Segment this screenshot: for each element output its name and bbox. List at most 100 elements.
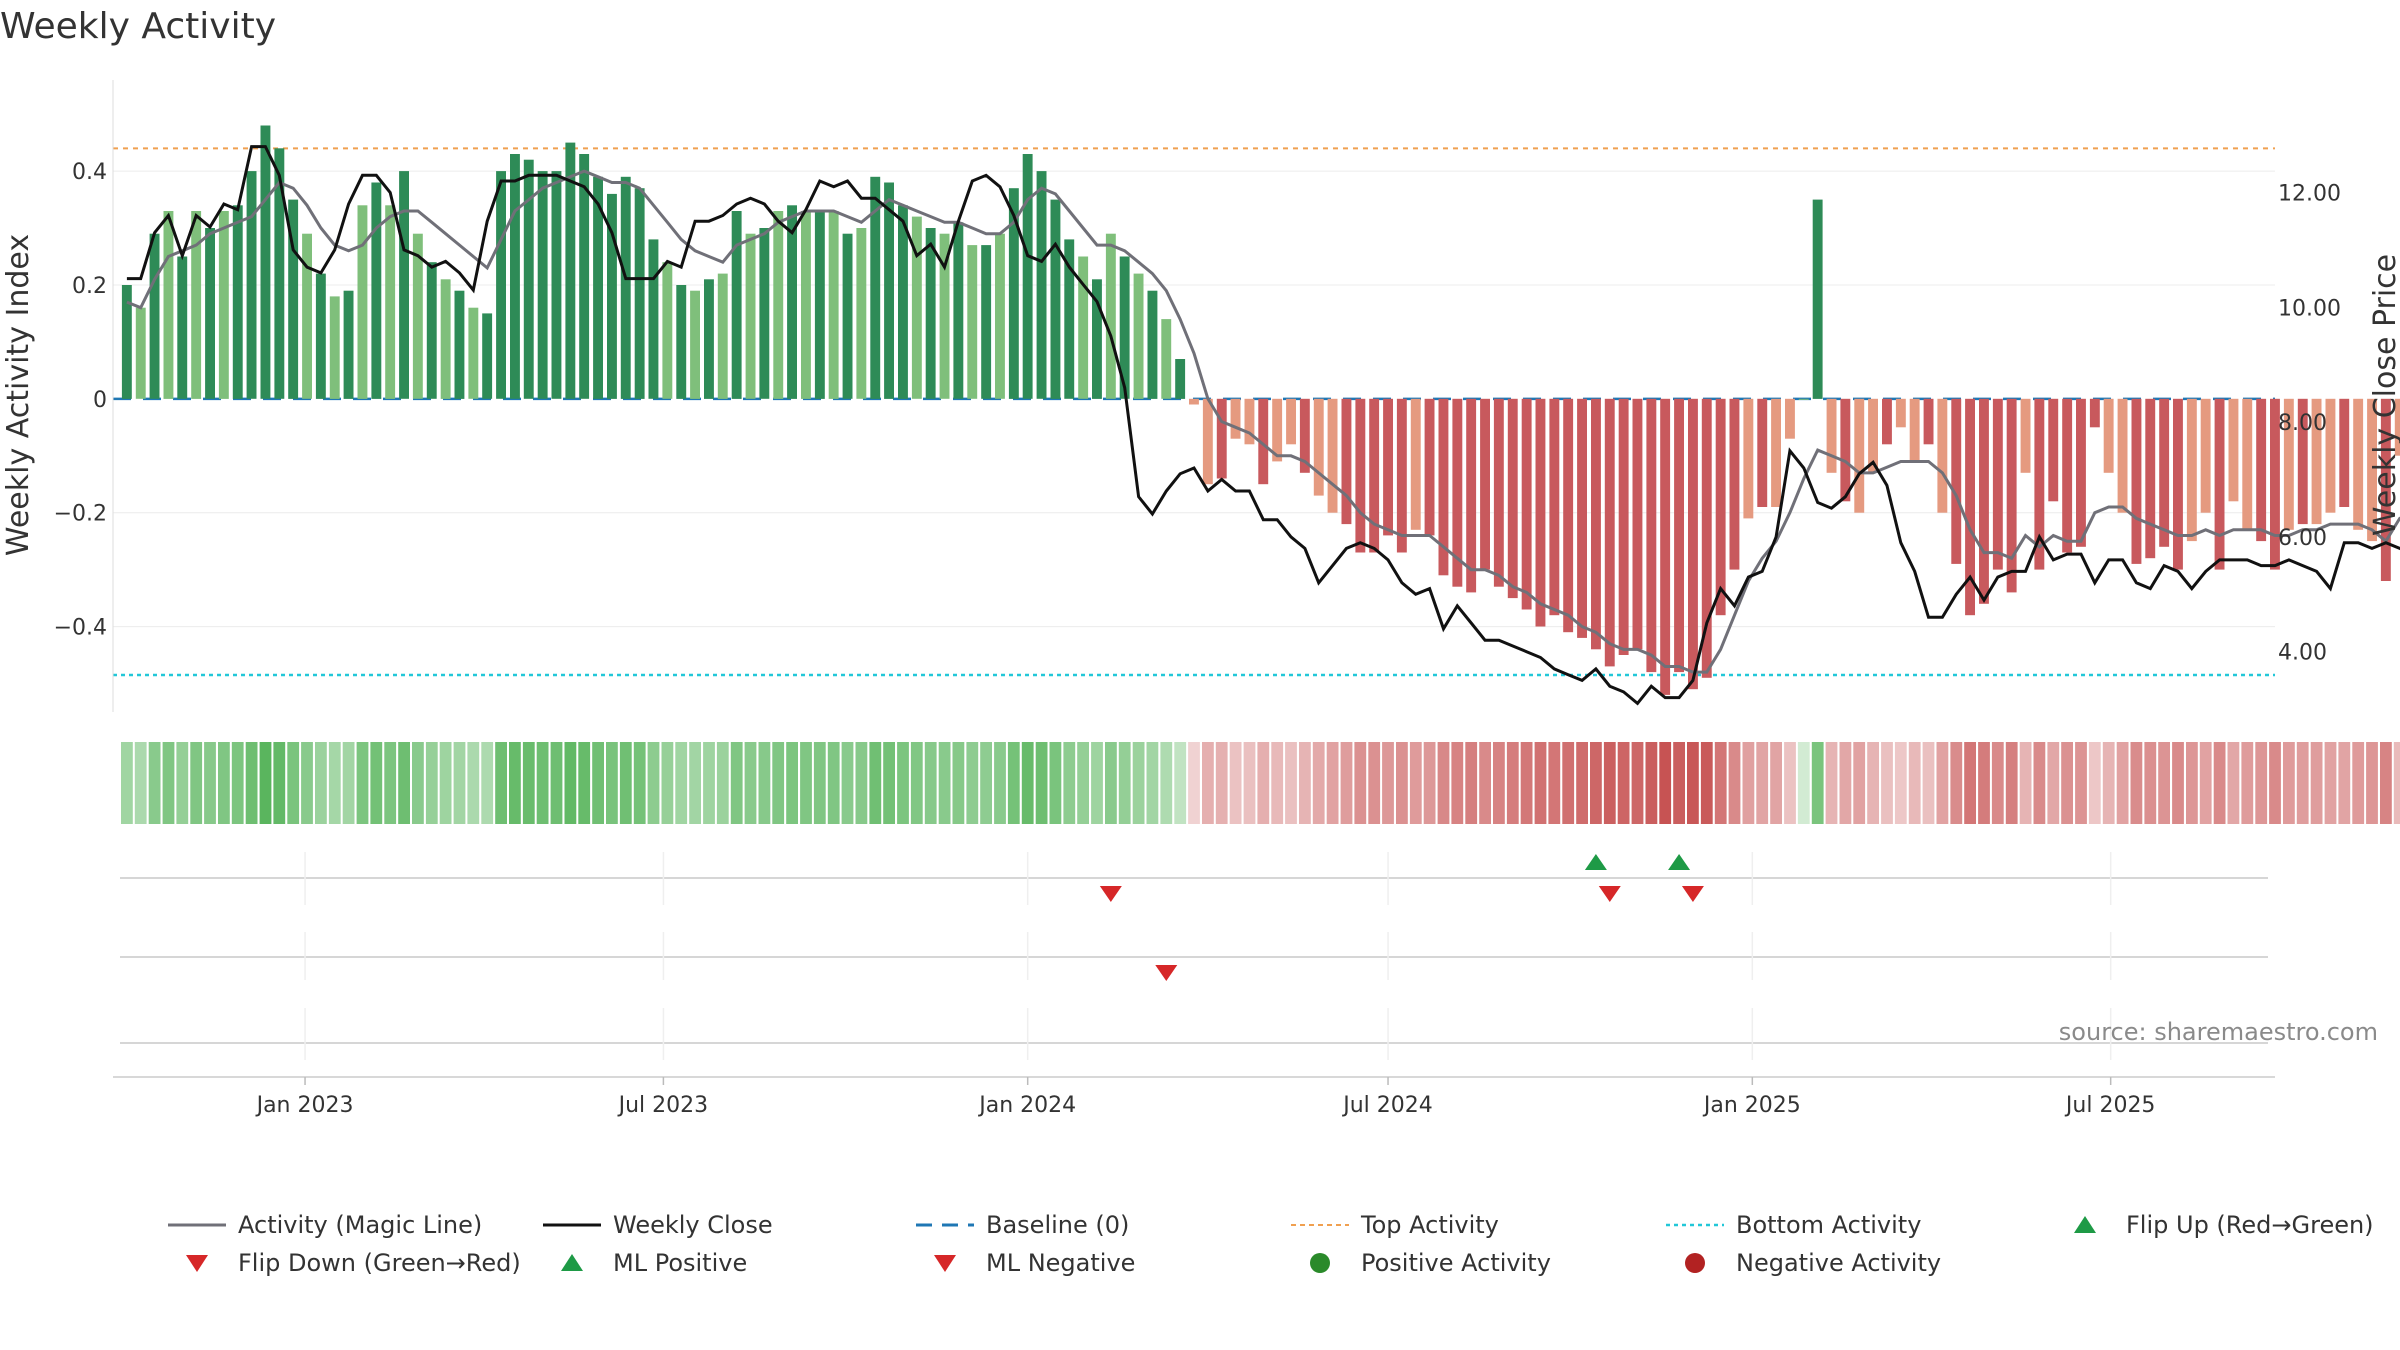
activity-bar	[537, 171, 548, 399]
activity-bar	[828, 211, 839, 399]
heat-cell	[425, 742, 438, 824]
heat-cell	[1271, 742, 1284, 824]
activity-bar	[496, 171, 506, 399]
activity-bar	[884, 182, 894, 399]
activity-bar	[1466, 398, 1477, 593]
heat-cell	[1007, 742, 1020, 824]
triangle-down-icon	[934, 1255, 956, 1272]
activity-bar	[1729, 398, 1740, 570]
heat-cell	[190, 742, 203, 824]
activity-bar	[1452, 398, 1463, 587]
heat-cell	[633, 742, 646, 824]
activity-bar	[1105, 233, 1116, 399]
heat-cell	[1534, 742, 1547, 824]
heat-cell	[2102, 742, 2115, 824]
legend: Activity (Magic Line) Weekly Close Baselin…	[168, 1211, 2374, 1277]
heat-cell	[1770, 742, 1782, 824]
activity-bar	[1216, 398, 1227, 479]
activity-bar	[898, 205, 908, 399]
heat-cell	[1853, 742, 1866, 824]
right-tick-label: 12.00	[2278, 182, 2341, 207]
flip-down-icon	[1598, 886, 1621, 902]
heat-cell	[2241, 742, 2254, 824]
heat-cell	[2269, 742, 2281, 824]
heat-cell	[1673, 742, 1685, 824]
activity-bar	[981, 245, 992, 399]
heat-cell	[1354, 742, 1367, 824]
heat-cell	[1423, 742, 1436, 824]
heat-cell	[772, 742, 785, 824]
heat-cell	[134, 742, 147, 824]
heat-cell	[2380, 742, 2392, 824]
activity-bar	[440, 279, 451, 399]
activity-bar	[1078, 256, 1089, 399]
activity-bar	[1771, 398, 1781, 507]
activity-bar	[163, 211, 174, 399]
activity-bar	[2200, 398, 2211, 513]
x-tick-label: Jan 2024	[977, 1093, 1076, 1118]
activity-bar	[634, 188, 645, 399]
x-tick-label: Jul 2024	[1341, 1093, 1433, 1118]
activity-bar	[995, 233, 1005, 399]
activity-bar	[357, 205, 368, 399]
heat-cell	[1160, 742, 1173, 824]
heat-cell	[1132, 742, 1145, 824]
right-axis-label: Weekly Close Price	[2368, 254, 2400, 536]
heat-cell	[1229, 742, 1242, 824]
activity-bar	[1715, 398, 1726, 616]
activity-bar	[1396, 398, 1407, 553]
activity-bar	[1286, 398, 1296, 445]
weekly-close-line	[126, 145, 2400, 706]
heat-cell	[315, 742, 327, 824]
activity-bar	[288, 199, 299, 399]
activity-bar	[1064, 239, 1075, 399]
heat-cell	[869, 742, 882, 824]
activity-bar	[1202, 398, 1213, 485]
heat-cell	[980, 742, 992, 824]
heat-cell	[1479, 742, 1491, 824]
activity-bar	[1272, 398, 1283, 462]
activity-bar	[704, 279, 714, 399]
activity-bar	[315, 273, 326, 399]
activity-bar	[1341, 398, 1352, 525]
heat-cell	[1645, 742, 1658, 824]
activity-bar	[925, 228, 936, 399]
heat-cell	[744, 742, 757, 824]
activity-bar	[2380, 398, 2391, 581]
heat-cell	[2255, 742, 2268, 824]
circle-icon	[1685, 1253, 1705, 1273]
activity-bar	[745, 233, 756, 399]
heat-cell	[1742, 742, 1755, 824]
activity-bar	[1992, 398, 2003, 570]
heat-cell	[994, 742, 1006, 824]
heat-cell	[1562, 742, 1575, 824]
heat-cell	[1493, 742, 1505, 824]
activity-bar	[149, 233, 160, 399]
flip-down-icon	[1681, 886, 1704, 902]
activity-bar	[1798, 398, 1809, 400]
activity-bar	[343, 290, 354, 399]
legend-item: Positive Activity	[1310, 1249, 1551, 1277]
activity-bar	[1424, 398, 1435, 536]
activity-bar	[1493, 398, 1504, 587]
activity-bar	[787, 205, 797, 399]
activity-bar	[1757, 398, 1768, 507]
activity-bar	[2214, 398, 2225, 570]
heat-cell	[1340, 742, 1353, 824]
heat-cell	[2061, 742, 2073, 824]
activity-bar	[523, 159, 534, 399]
flip-down-icon	[1099, 886, 1122, 902]
activity-bar	[1868, 398, 1878, 473]
heat-cell	[273, 742, 286, 824]
activity-bar	[1535, 398, 1546, 627]
heat-cell	[259, 742, 272, 824]
heat-cell	[841, 742, 854, 824]
heat-cell	[1118, 742, 1131, 824]
triangle-up-icon	[2074, 1216, 2096, 1233]
activity-bar	[2173, 398, 2183, 570]
activity-bar	[232, 205, 243, 399]
heat-cell	[883, 742, 895, 824]
activity-bar	[842, 233, 853, 399]
heat-cell	[342, 742, 355, 824]
heat-cell	[1506, 742, 1519, 824]
